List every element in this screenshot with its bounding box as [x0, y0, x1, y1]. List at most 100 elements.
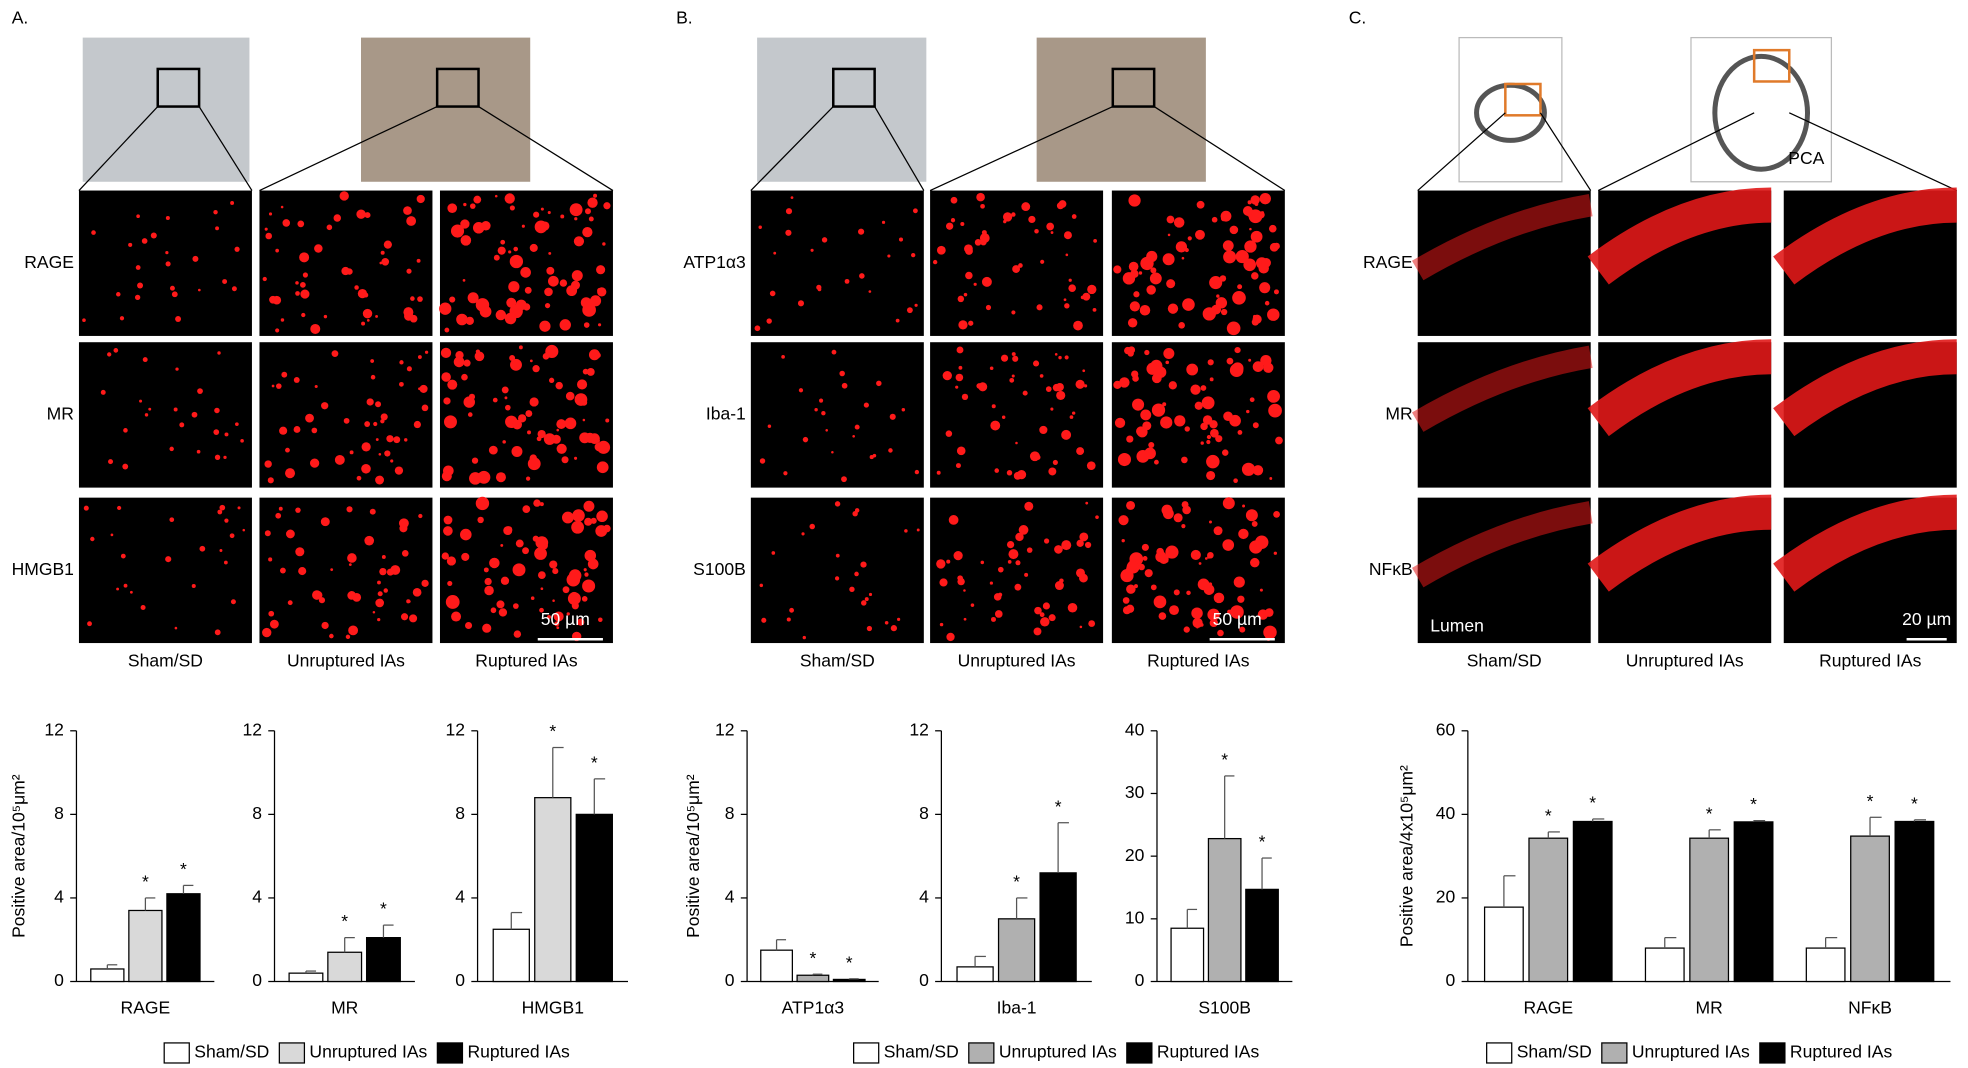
stain — [386, 435, 394, 443]
bar — [1733, 821, 1774, 983]
stain — [1124, 346, 1132, 355]
legend-swatch — [163, 1042, 190, 1064]
stain — [1122, 597, 1130, 604]
stain — [498, 608, 508, 617]
stain — [990, 616, 996, 622]
stain — [295, 547, 305, 557]
stain — [593, 193, 598, 198]
stain — [268, 557, 273, 562]
stain — [976, 383, 983, 389]
stain — [346, 506, 353, 513]
stain — [513, 246, 519, 252]
stain — [1208, 582, 1213, 587]
stain — [884, 621, 889, 625]
stain — [1006, 470, 1013, 476]
stain — [230, 201, 235, 205]
stain — [120, 553, 126, 559]
stain — [1267, 308, 1280, 321]
stain — [191, 411, 198, 418]
stain — [450, 224, 465, 238]
stain — [525, 410, 533, 418]
bar — [1850, 835, 1890, 983]
stain — [1158, 612, 1167, 620]
stain — [1026, 547, 1033, 553]
stain — [537, 429, 546, 439]
stain — [587, 197, 598, 208]
stain — [401, 550, 409, 557]
x-tick-label: Iba-1 — [997, 998, 1037, 1018]
vessel — [1712, 53, 1811, 172]
stain — [377, 591, 383, 597]
stain — [1209, 618, 1218, 628]
stain — [573, 236, 585, 247]
stain — [584, 572, 589, 577]
stain — [1082, 369, 1086, 373]
stain — [1168, 381, 1177, 390]
stain — [936, 470, 941, 475]
stain — [946, 559, 951, 564]
stain — [116, 587, 120, 591]
stain — [83, 505, 89, 511]
stain — [380, 413, 388, 421]
bar — [327, 951, 363, 983]
stain — [544, 302, 551, 309]
stain — [393, 436, 401, 444]
scale-bar-label: 20 µm — [1902, 609, 1951, 629]
stain — [533, 499, 541, 507]
stain — [598, 617, 603, 623]
stain — [378, 452, 382, 456]
row-label: S100B — [693, 559, 746, 579]
stain — [512, 419, 522, 430]
stain — [953, 550, 963, 561]
stain — [605, 418, 610, 423]
stain — [583, 322, 590, 328]
stain — [513, 630, 522, 638]
stain — [1113, 265, 1122, 274]
stain — [379, 261, 383, 265]
stain — [554, 621, 560, 627]
stain — [467, 292, 479, 304]
stain — [377, 618, 381, 622]
stain — [275, 248, 279, 253]
stain — [418, 513, 423, 519]
stain — [529, 359, 533, 363]
stain — [767, 424, 772, 428]
stain — [912, 208, 918, 214]
inset-box — [832, 67, 876, 108]
stain — [409, 314, 418, 323]
column-label: Ruptured IAs — [1819, 650, 1922, 670]
stain — [1138, 563, 1145, 571]
stain — [549, 560, 558, 569]
stain — [1126, 500, 1136, 510]
stain — [264, 460, 272, 468]
stain — [868, 592, 873, 597]
significance-star: * — [1911, 793, 1918, 813]
stain — [566, 285, 578, 297]
stain — [1215, 297, 1228, 309]
stain — [540, 221, 550, 231]
stain — [571, 520, 584, 534]
stain — [1237, 595, 1245, 603]
zoom-line — [1788, 112, 1957, 192]
stain — [361, 321, 366, 326]
stain — [1226, 357, 1234, 365]
stain — [571, 602, 579, 610]
stain — [555, 381, 563, 390]
stain — [1174, 415, 1186, 427]
column-label: Ruptured IAs — [1147, 650, 1250, 670]
stain — [508, 281, 520, 293]
stain — [1229, 225, 1239, 235]
stain — [1151, 403, 1166, 417]
zoom-line — [198, 106, 253, 191]
stain — [759, 458, 766, 464]
stain — [854, 571, 859, 577]
y-tick-label: 0 — [1135, 970, 1145, 990]
stain — [1014, 583, 1022, 591]
stain — [456, 313, 468, 326]
stain — [534, 547, 547, 560]
stain — [1084, 541, 1092, 549]
stain — [769, 290, 776, 297]
stain — [574, 456, 578, 460]
stain — [997, 566, 1004, 573]
stain — [1061, 429, 1072, 440]
